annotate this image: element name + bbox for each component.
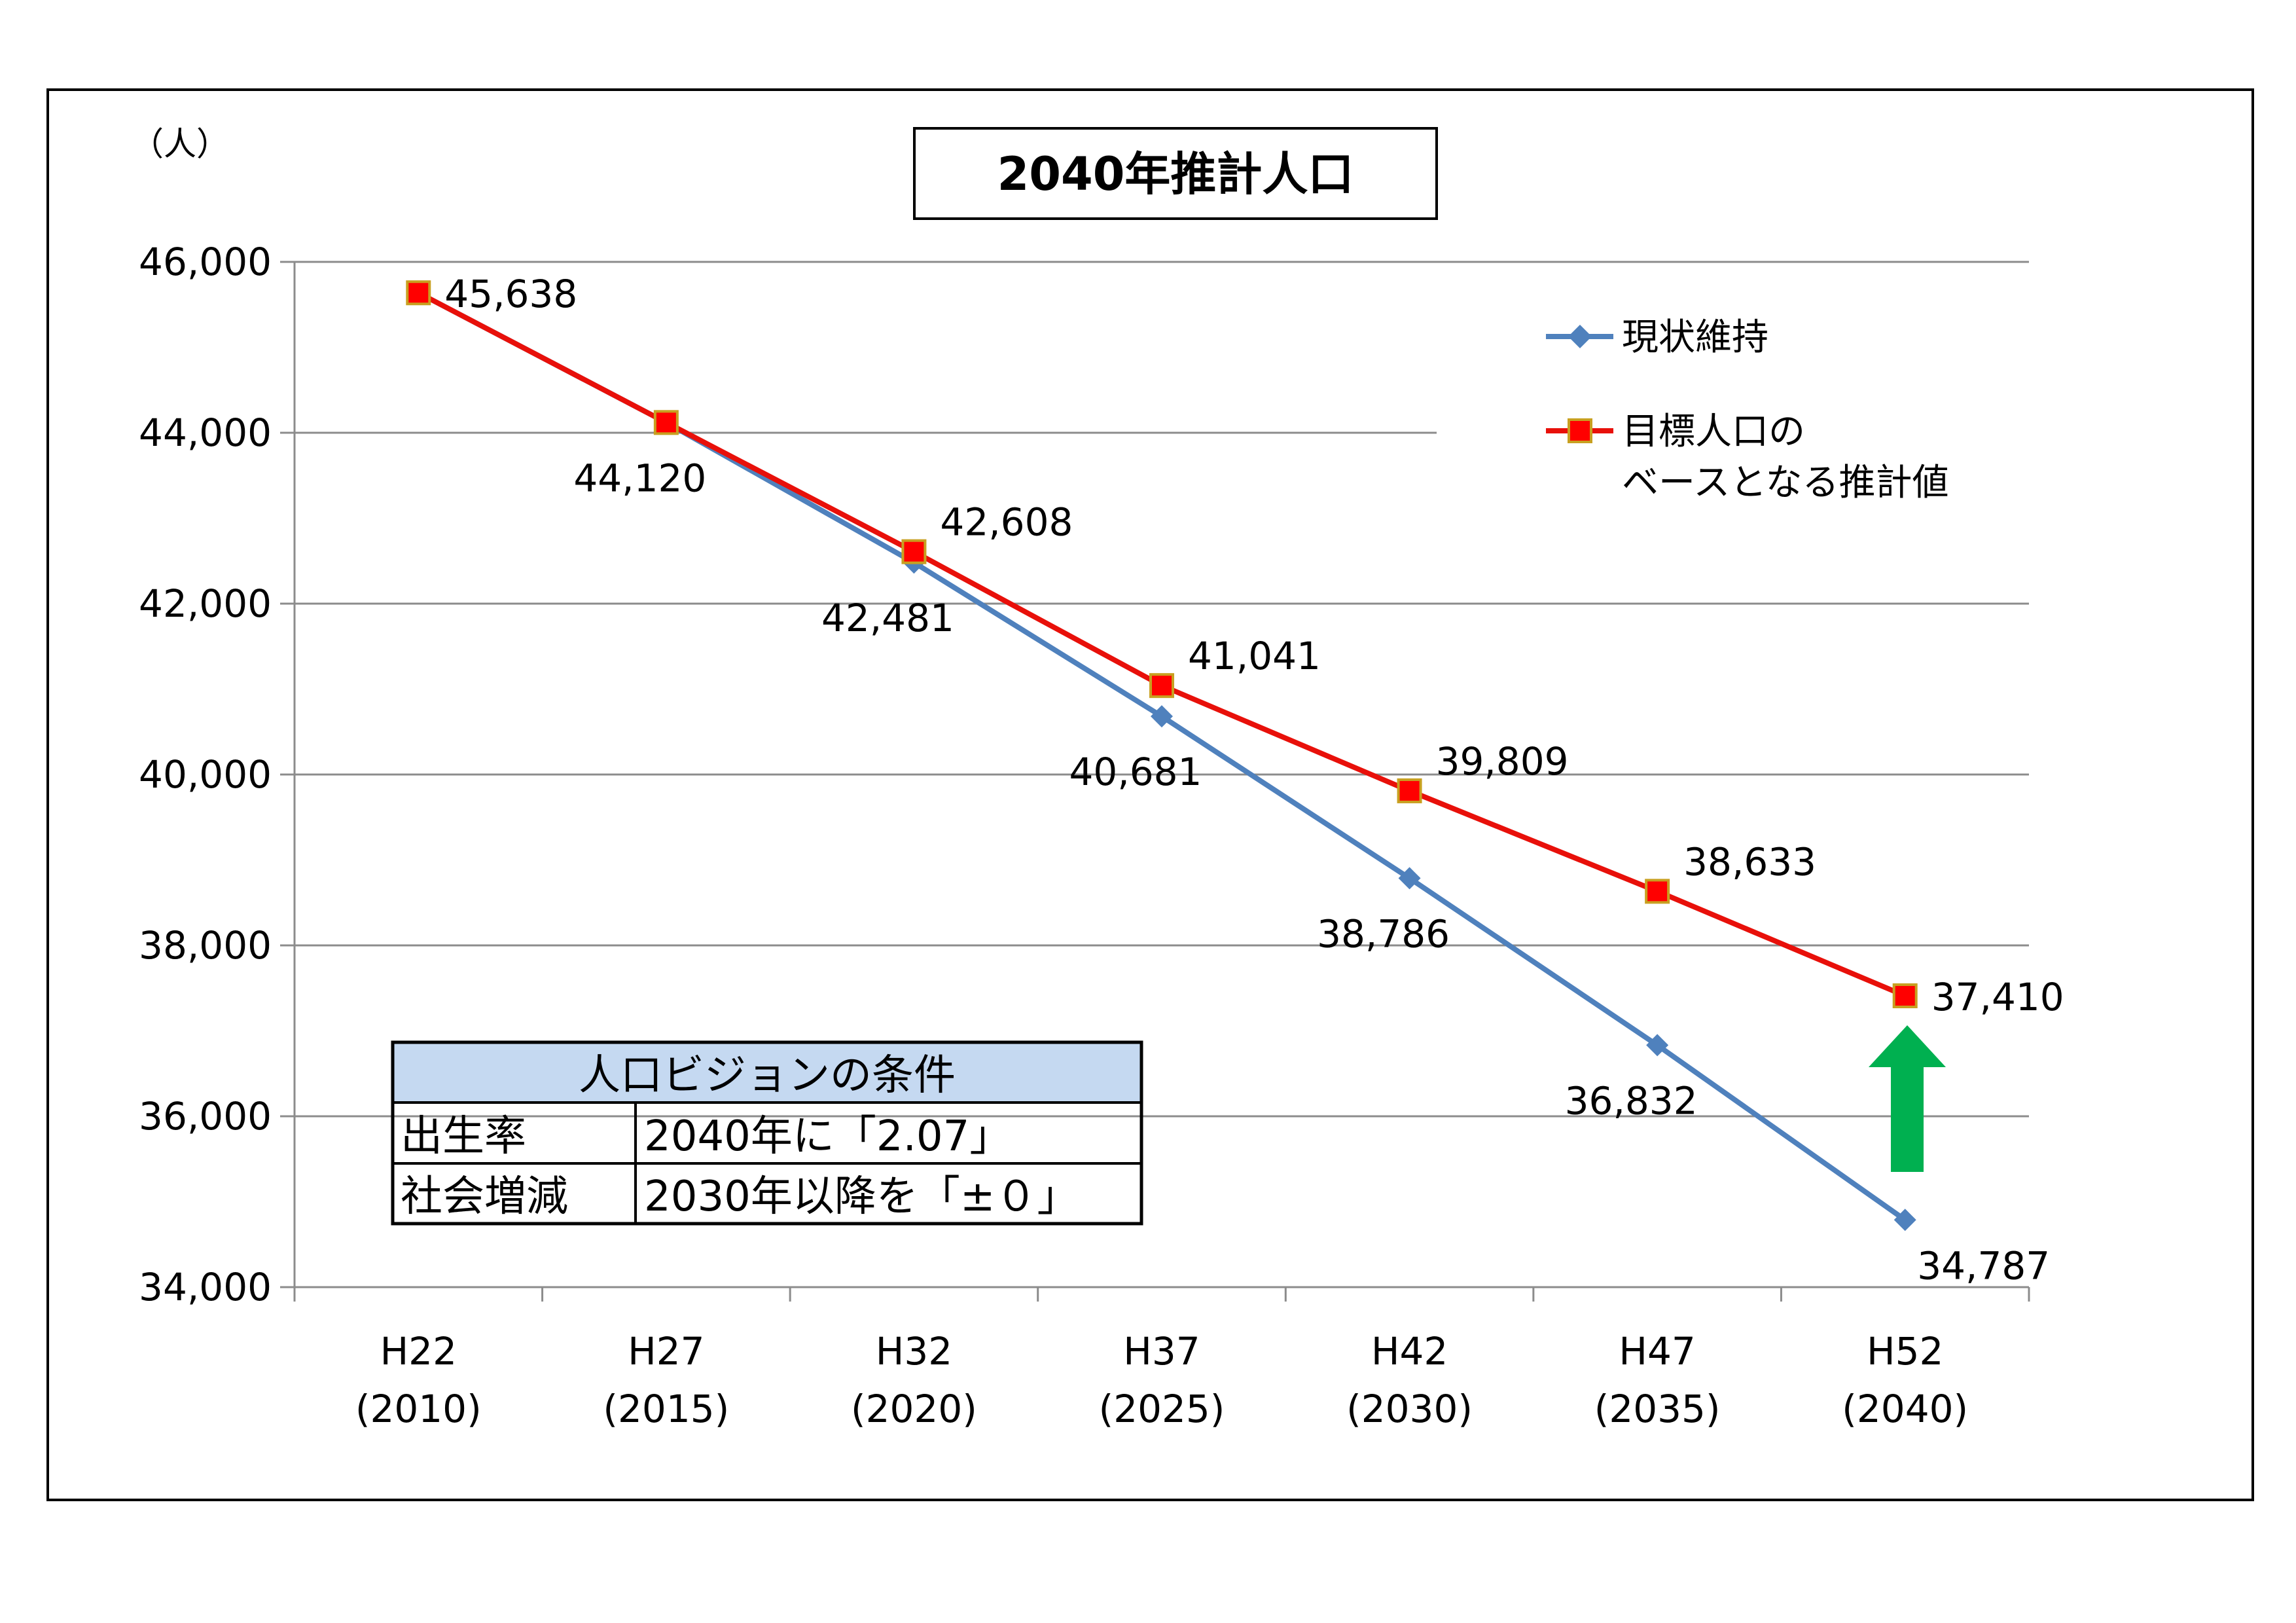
x-tick-label-year: (2020) (851, 1387, 977, 1431)
x-tick-label-year: (2035) (1594, 1387, 1721, 1431)
data-label: 34,787 (1917, 1243, 2050, 1288)
data-label: 45,638 (444, 272, 577, 316)
data-label: 39,809 (1436, 739, 1569, 784)
x-tick-label: H47 (1619, 1329, 1695, 1374)
x-tick-label-year: (2015) (603, 1387, 729, 1431)
data-label: 42,481 (821, 596, 954, 640)
legend-item-target: 目標人口の ベースとなる推計値 (1546, 410, 1949, 504)
data-label: 38,633 (1683, 839, 1816, 884)
condition-value-birthrate: 2040年に「2.07」 (644, 1112, 1011, 1161)
x-tick-label-year: (2010) (355, 1387, 482, 1431)
y-unit-label: （人） (131, 125, 229, 163)
y-tick-label: 40,000 (139, 752, 272, 797)
data-label: 36,832 (1565, 1078, 1698, 1123)
data-label: 44,120 (573, 456, 706, 500)
x-tick-label: H32 (876, 1329, 952, 1374)
outer-frame (46, 88, 2254, 1501)
legend-label-target-line1: 目標人口の (1622, 410, 1805, 453)
y-tick-label: 34,000 (139, 1265, 272, 1309)
point-marker-square (1149, 673, 1174, 699)
point-marker-diamond (1646, 1034, 1669, 1057)
y-tick-label: 42,000 (139, 581, 272, 626)
x-tick-label: H22 (380, 1329, 457, 1374)
legend-label-target-line2: ベースとなる推計値 (1622, 462, 1949, 504)
y-tick-label: 38,000 (139, 923, 272, 968)
legend-label-current: 現状維持 (1622, 316, 1768, 359)
point-marker-square (901, 539, 927, 564)
data-label: 37,410 (1931, 975, 2064, 1019)
x-tick-label-year: (2040) (1842, 1387, 1968, 1431)
up-arrow (1869, 1025, 1946, 1172)
data-label: 40,681 (1069, 750, 1202, 794)
chart-title: 2040年推計人口 (997, 147, 1354, 201)
gridlines (295, 261, 2029, 1118)
axes: 34,000 36,000 38,000 40,000 42,000 44,000 46,0… (139, 240, 2030, 1431)
point-marker-square (1892, 983, 1918, 1008)
conditions-table: 人口ビジョンの条件 出生率 2040年に「2.07」 社会増減 2030年以降を… (391, 1040, 1143, 1226)
x-tick-label: H37 (1123, 1329, 1200, 1374)
legend-item-current: 現状維持 (1546, 316, 1768, 359)
conditions-header-bg (393, 1042, 1141, 1103)
chart-title-box: 2040年推計人口 (913, 127, 1438, 220)
condition-label-birthrate: 出生率 (401, 1112, 526, 1161)
point-marker-diamond (1151, 705, 1173, 728)
conditions-title: 人口ビジョンの条件 (579, 1051, 956, 1100)
x-tick-label: H42 (1371, 1329, 1448, 1374)
condition-label-migration: 社会増減 (401, 1173, 568, 1221)
x-tick-label: H27 (628, 1329, 704, 1374)
legend: 現状維持 目標人口の ベースとなる推計値 (1546, 316, 1949, 504)
condition-value-migration: 2030年以降を「±０」 (644, 1173, 1079, 1221)
point-marker-square (653, 410, 679, 435)
y-tick-label: 44,000 (139, 410, 272, 455)
x-tick-label-year: (2030) (1346, 1387, 1473, 1431)
y-tick-label: 46,000 (139, 240, 272, 284)
point-marker-square (406, 280, 431, 306)
y-tick-label: 36,000 (139, 1094, 272, 1139)
point-marker-square (1645, 879, 1670, 904)
x-tick-label: H52 (1867, 1329, 1943, 1374)
point-marker-diamond (1893, 1209, 1916, 1231)
series-lines (406, 280, 1918, 1231)
point-marker-square (1397, 778, 1422, 803)
point-marker-diamond (1398, 867, 1421, 890)
legend-marker-square (1568, 418, 1592, 443)
legend-marker-diamond (1568, 325, 1592, 348)
data-label: 42,608 (940, 500, 1073, 545)
data-labels: 44,120 42,481 40,681 38,786 36,832 34,787 45,6… (444, 272, 2064, 1288)
data-label: 41,041 (1188, 634, 1321, 678)
data-label: 38,786 (1317, 911, 1450, 956)
x-tick-label-year: (2025) (1099, 1387, 1225, 1431)
